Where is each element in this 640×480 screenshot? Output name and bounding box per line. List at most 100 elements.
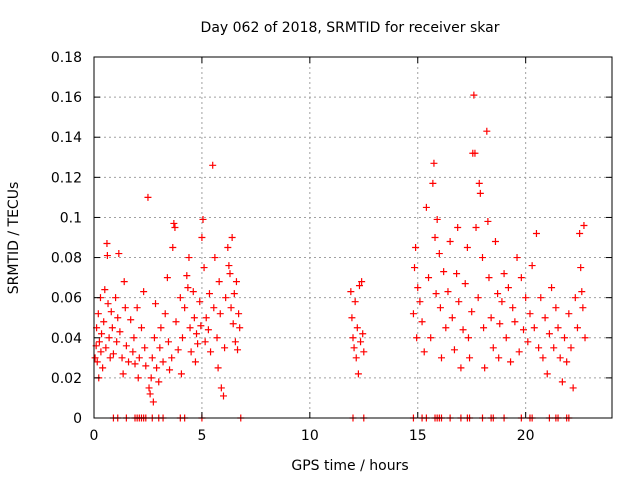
data-point (150, 334, 158, 342)
data-point (463, 244, 471, 252)
data-point (146, 390, 154, 398)
data-point (580, 221, 588, 229)
data-point (450, 346, 458, 354)
data-point (433, 215, 441, 223)
data-point (209, 161, 217, 169)
data-point (189, 288, 197, 296)
data-point (181, 304, 189, 312)
data-point (121, 304, 129, 312)
data-point (166, 366, 174, 374)
data-point (520, 326, 528, 334)
data-point (569, 384, 577, 392)
data-point (201, 338, 209, 346)
x-tick-label: 10 (301, 428, 319, 444)
data-point (98, 330, 106, 338)
data-point (543, 370, 551, 378)
data-point (489, 344, 497, 352)
data-point (502, 334, 510, 342)
data-point (355, 282, 363, 290)
data-point (427, 334, 435, 342)
data-point (101, 286, 109, 294)
data-point (351, 298, 359, 306)
data-point (187, 348, 195, 356)
data-point (184, 284, 192, 292)
data-point (459, 326, 467, 334)
data-point (454, 223, 462, 231)
y-tick-label: 0.18 (51, 50, 82, 66)
data-point (435, 250, 443, 258)
data-point (159, 358, 167, 366)
y-axis-ticks: 0 0.02 0.04 0.06 0.08 0.1 0.12 0.14 0.16 0.18 (51, 50, 612, 427)
data-point (157, 324, 165, 332)
data-point (91, 354, 99, 362)
data-point (105, 334, 113, 342)
x-tick-label: 20 (517, 428, 535, 444)
data-point (548, 284, 556, 292)
y-tick-label: 0.02 (51, 371, 82, 387)
data-point (581, 334, 589, 342)
data-point (448, 314, 456, 322)
data-point (94, 310, 102, 318)
data-point (474, 294, 482, 302)
data-point (226, 270, 234, 278)
data-point (215, 278, 223, 286)
data-point (148, 354, 156, 362)
x-axis-ticks: 0 5 10 15 20 (90, 57, 535, 444)
y-tick-label: 0.08 (51, 251, 82, 267)
data-point (99, 364, 107, 372)
data-point (230, 290, 238, 298)
y-tick-label: 0.04 (51, 331, 82, 347)
data-point (442, 324, 450, 332)
data-point (494, 290, 502, 298)
data-point (211, 254, 219, 262)
data-point (571, 294, 579, 302)
data-point (119, 370, 127, 378)
data-point (183, 272, 191, 280)
data-point (141, 344, 149, 352)
data-point (507, 358, 515, 366)
data-point (431, 234, 439, 241)
data-point (558, 378, 566, 386)
data-point (554, 324, 562, 332)
y-tick-label: 0 (73, 411, 82, 427)
data-point (177, 370, 185, 378)
data-point (213, 334, 221, 342)
data-point (576, 229, 584, 237)
data-point (172, 318, 180, 326)
data-point (95, 338, 103, 346)
data-point (413, 334, 421, 342)
x-axis-label: GPS time / hours (291, 458, 408, 474)
data-point (513, 254, 521, 262)
data-point (93, 358, 101, 366)
data-point (444, 288, 452, 296)
data-point (357, 338, 365, 346)
data-point (561, 334, 569, 342)
grid-lines (94, 57, 612, 418)
data-point (418, 318, 426, 326)
data-point (103, 240, 111, 248)
data-point (472, 223, 480, 231)
data-point (198, 234, 206, 241)
data-point (194, 340, 202, 348)
data-point (178, 334, 186, 342)
y-tick-label: 0.14 (51, 130, 82, 146)
y-tick-label: 0.1 (60, 210, 82, 226)
data-point (227, 304, 235, 312)
data-point (97, 348, 105, 356)
data-point (170, 219, 178, 227)
data-point (191, 358, 199, 366)
data-point (537, 294, 545, 302)
data-point (145, 384, 153, 392)
data-point (487, 314, 495, 322)
data-point (217, 384, 225, 392)
data-point (484, 217, 492, 225)
data-point (228, 234, 236, 241)
data-point (236, 324, 244, 332)
data-point (573, 324, 581, 332)
data-point (156, 344, 164, 352)
data-point (440, 268, 448, 276)
data-point (142, 362, 150, 370)
data-point (131, 360, 139, 368)
data-point (122, 342, 130, 350)
data-point (409, 310, 417, 318)
